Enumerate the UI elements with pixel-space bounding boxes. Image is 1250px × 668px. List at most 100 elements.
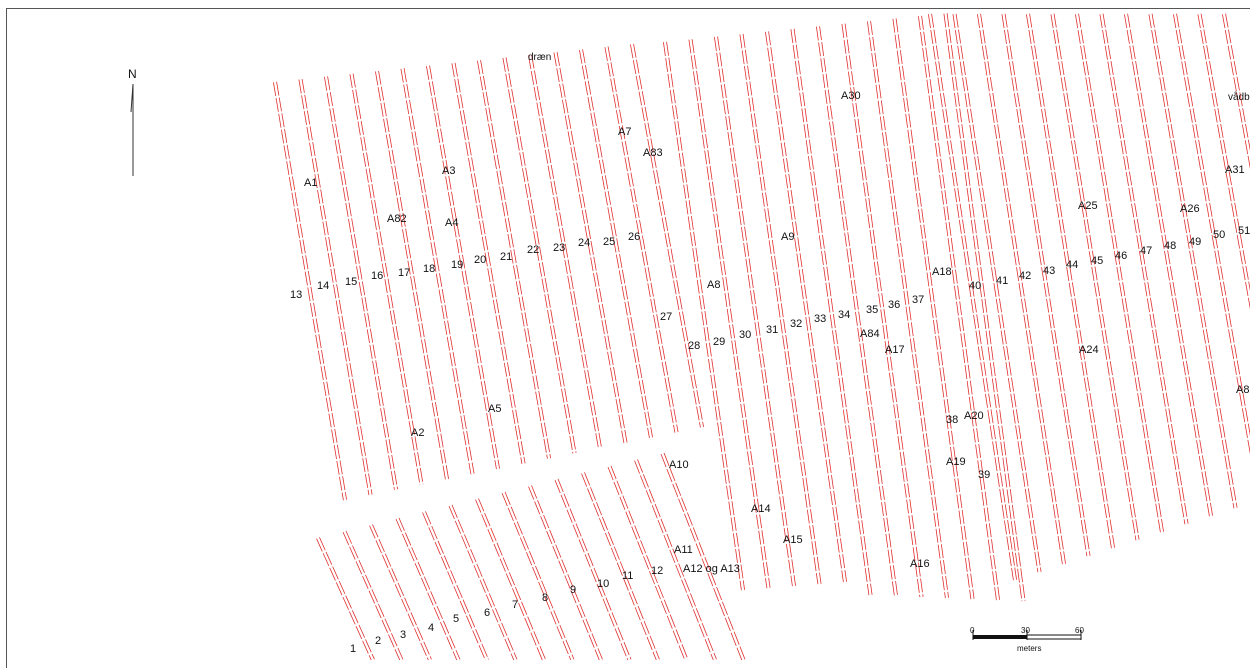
trench-line xyxy=(502,57,574,454)
trench-line xyxy=(918,16,997,601)
feature-label: A16 xyxy=(910,558,930,570)
trench-line xyxy=(1176,13,1250,436)
trench-line xyxy=(324,76,395,490)
trench-label: 18 xyxy=(423,263,435,275)
trench-line xyxy=(448,505,515,661)
feature-label: A84 xyxy=(860,328,880,340)
trench-line xyxy=(395,518,458,661)
trench-label: 11 xyxy=(622,570,633,582)
feature-label: A14 xyxy=(751,503,771,515)
feature-label: A18 xyxy=(932,266,952,278)
trench-line xyxy=(556,51,628,443)
trench-line xyxy=(557,478,632,660)
trench-line xyxy=(1078,13,1164,532)
trench-line xyxy=(1102,13,1189,524)
feature-label: A83 xyxy=(643,147,663,159)
trench-line xyxy=(790,29,870,596)
trench-line xyxy=(477,60,548,459)
trench-line xyxy=(1099,14,1186,525)
trench-line xyxy=(342,531,401,661)
trench-line xyxy=(607,466,686,661)
trench-label: 17 xyxy=(398,267,410,279)
trench-label: 42 xyxy=(1019,270,1031,282)
trench-label: 51 xyxy=(1238,225,1250,237)
trench-line xyxy=(301,78,373,495)
trench-line xyxy=(844,23,924,597)
trench-label: 35 xyxy=(866,304,878,316)
feature-label: A19 xyxy=(946,456,966,468)
trench-label: 19 xyxy=(451,259,463,271)
trench-label: 15 xyxy=(345,276,357,288)
feature-label: A8 xyxy=(707,279,720,291)
trench-line xyxy=(819,26,898,596)
trench-line xyxy=(425,511,489,660)
feature-label: A15 xyxy=(783,534,803,546)
feature-label: A5 xyxy=(488,403,501,415)
feature-label: A17 xyxy=(885,344,905,356)
feature-label: A9 xyxy=(781,231,794,243)
trench-label: 40 xyxy=(969,280,981,292)
trench-label: 43 xyxy=(1043,265,1055,277)
feature-label: A25 xyxy=(1078,200,1098,212)
trench-line xyxy=(952,14,1039,573)
trench-line xyxy=(980,13,1066,564)
trench-line xyxy=(660,453,743,661)
trench-label: 37 xyxy=(912,294,924,306)
trench-label: 45 xyxy=(1091,255,1103,267)
feature-label: A11 xyxy=(674,544,693,556)
north-arrow: N xyxy=(128,67,137,176)
trench-line xyxy=(316,538,372,661)
trench-label: 41 xyxy=(996,275,1008,287)
trench-label: 44 xyxy=(1066,259,1078,271)
trench-line xyxy=(273,82,344,501)
trench-lines xyxy=(273,13,1250,661)
trench-line xyxy=(553,52,625,444)
feature-label: A12 og A13 xyxy=(683,563,740,575)
trench-line xyxy=(504,491,575,660)
trench-line xyxy=(378,70,449,479)
trench-line xyxy=(637,459,717,660)
feature-label: A26 xyxy=(1180,203,1200,215)
trench-line xyxy=(581,473,657,661)
trench-line xyxy=(867,21,946,599)
trench-label: 48 xyxy=(1164,240,1176,252)
trench-line xyxy=(742,33,822,584)
trench-label: 30 xyxy=(739,329,751,341)
trench-line xyxy=(928,14,1014,581)
trench-line xyxy=(584,472,660,660)
trench-label: 9 xyxy=(570,584,576,596)
trench-line xyxy=(298,79,370,496)
trench-label: 4 xyxy=(428,622,434,634)
feature-label: A31 xyxy=(1225,164,1245,176)
trench-line xyxy=(1001,14,1088,557)
trench-line xyxy=(1200,13,1250,292)
trench-line xyxy=(375,71,446,480)
trench-line xyxy=(403,68,475,474)
trench-line xyxy=(1173,14,1250,455)
trench-label: 23 xyxy=(553,242,565,254)
trench-line xyxy=(582,49,653,438)
trench-line xyxy=(634,460,714,661)
trench-line xyxy=(369,525,429,661)
trench-line xyxy=(610,465,689,660)
trench-label: 8 xyxy=(542,592,548,604)
trench-line xyxy=(870,20,949,598)
feature-label: A20 xyxy=(964,410,984,422)
trench-line xyxy=(1075,14,1161,533)
trench-line xyxy=(372,524,432,660)
trench-line xyxy=(688,39,768,589)
trench-line xyxy=(892,18,972,600)
trench-label: 31 xyxy=(766,324,778,336)
trench-label: 33 xyxy=(814,313,826,325)
scale-bar: 0 30 60 meters xyxy=(970,626,1084,653)
trench-line xyxy=(1197,14,1250,310)
trench-label: 10 xyxy=(597,578,609,590)
trench-line xyxy=(480,60,551,459)
trench-line xyxy=(714,36,793,587)
trench-line xyxy=(977,14,1063,565)
trench-line xyxy=(454,62,526,464)
trench-line xyxy=(717,36,796,586)
scale-tick-30: 30 xyxy=(1021,626,1030,635)
